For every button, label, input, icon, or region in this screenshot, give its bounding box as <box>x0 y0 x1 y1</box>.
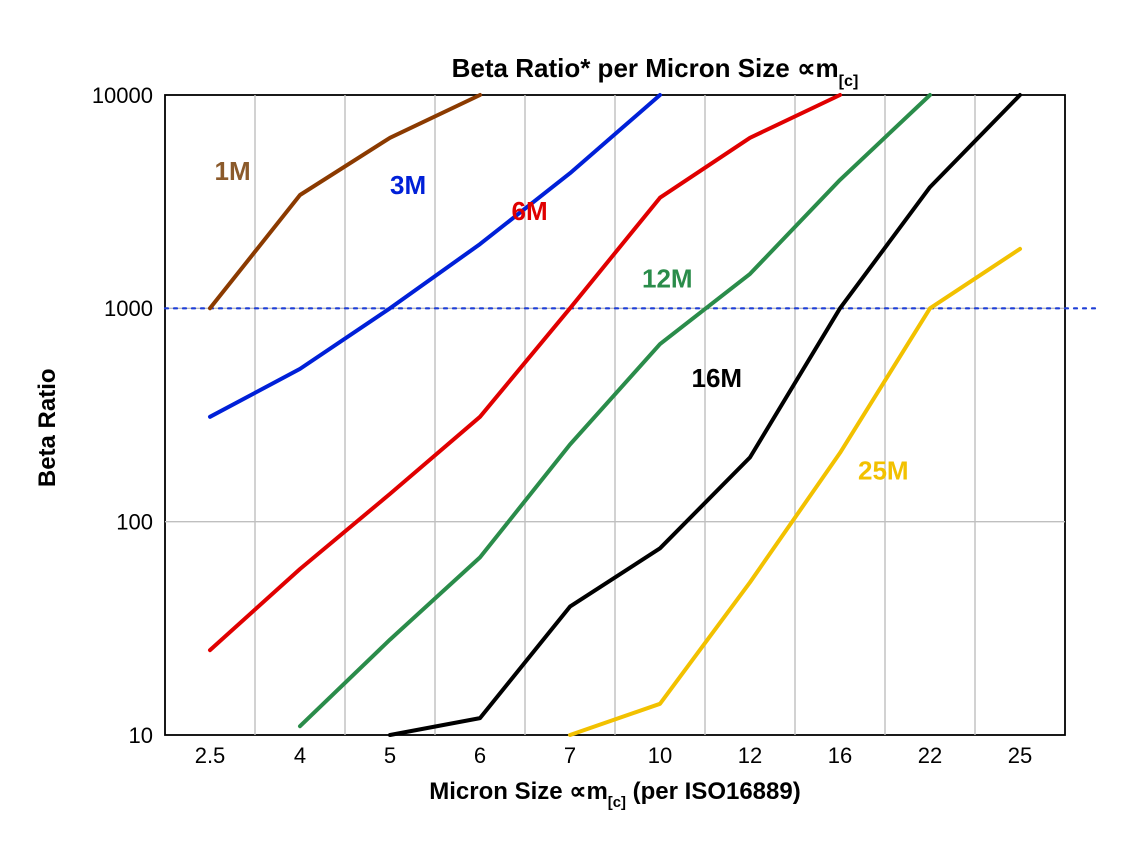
series-label-6m: 6M <box>512 196 548 226</box>
x-tick-label: 16 <box>828 743 852 768</box>
x-tick-label: 25 <box>1008 743 1032 768</box>
x-tick-label: 7 <box>564 743 576 768</box>
y-axis-label: Beta Ratio <box>34 368 61 487</box>
x-tick-label: 6 <box>474 743 486 768</box>
series-label-1m: 1M <box>215 156 251 186</box>
y-tick-label: 10000 <box>92 83 153 108</box>
x-tick-label: 22 <box>918 743 942 768</box>
beta-ratio-chart: 1M 3M 6M 12M 16M 25M 10 100 1000 10000 2.5 4 5 6 7 10 12… <box>0 0 1134 852</box>
x-tick-label: 2.5 <box>195 743 226 768</box>
series-label-25m: 25M <box>858 455 909 485</box>
x-tick-label: 5 <box>384 743 396 768</box>
y-tick-label: 100 <box>116 509 153 534</box>
x-tick-label: 4 <box>294 743 306 768</box>
series-label-12m: 12M <box>642 263 693 293</box>
y-tick-label: 1000 <box>104 296 153 321</box>
chart-container: 1M 3M 6M 12M 16M 25M 10 100 1000 10000 2.5 4 5 6 7 10 12… <box>0 0 1134 852</box>
series-label-16m: 16M <box>692 363 743 393</box>
x-tick-label: 12 <box>738 743 762 768</box>
y-tick-label: 10 <box>129 723 153 748</box>
x-tick-label: 10 <box>648 743 672 768</box>
series-label-3m: 3M <box>390 170 426 200</box>
